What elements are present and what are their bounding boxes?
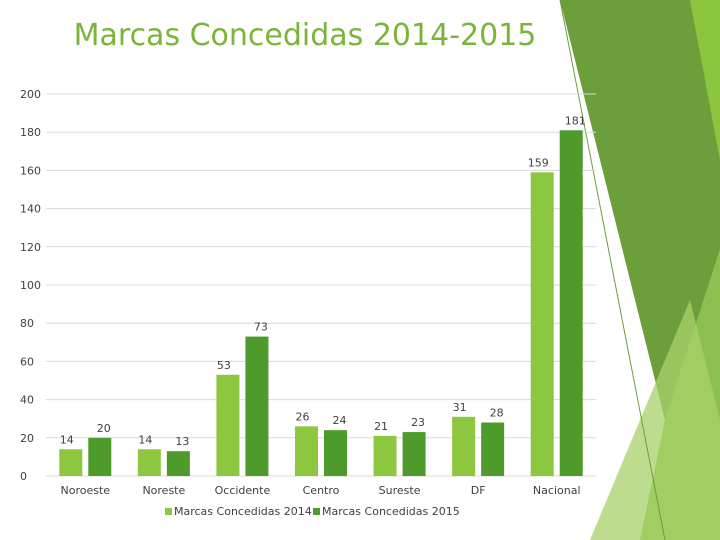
y-tick-label: 180 — [20, 126, 41, 139]
y-tick-label: 80 — [20, 317, 34, 330]
bar-2015 — [324, 430, 347, 476]
bar-2014 — [452, 416, 476, 476]
x-tick-label: Noroeste — [61, 484, 111, 497]
decor-line — [559, 0, 666, 540]
y-axis-tick-labels: 0 20 40 60 80 100 120 140 160 180 200 — [20, 88, 41, 483]
legend: Marcas Concedidas 2014 Marcas Concedidas … — [165, 505, 460, 518]
data-label: 53 — [217, 359, 231, 372]
y-tick-label: 100 — [20, 279, 41, 292]
data-label: 13 — [175, 435, 189, 448]
y-tick-label: 60 — [20, 355, 34, 368]
data-label: 73 — [254, 321, 268, 334]
x-tick-label: Occidente — [215, 484, 271, 497]
x-tick-label: Sureste — [379, 484, 421, 497]
y-tick-label: 120 — [20, 241, 41, 254]
data-label: 181 — [565, 114, 586, 127]
data-label: 14 — [138, 433, 152, 446]
x-tick-label: Noreste — [142, 484, 185, 497]
data-label: 21 — [374, 420, 388, 433]
bar-2015 — [402, 432, 426, 476]
y-tick-label: 40 — [20, 394, 34, 407]
decor-dark-facet — [560, 0, 720, 420]
decor-light-facet — [590, 300, 720, 540]
data-label: 159 — [528, 156, 549, 169]
x-tick-label: DF — [471, 484, 486, 497]
x-axis-tick-labels: Noroeste Noreste Occidente Centro Sureste DF N… — [61, 484, 581, 497]
data-label: 20 — [97, 422, 111, 435]
y-tick-label: 20 — [20, 432, 34, 445]
data-label: 24 — [333, 414, 347, 427]
data-label: 31 — [453, 401, 467, 414]
bar-2015 — [559, 130, 583, 477]
legend-label: Marcas Concedidas 2015 — [322, 505, 460, 518]
bar-2014 — [295, 426, 318, 476]
bars — [59, 130, 583, 477]
bar-2015 — [245, 336, 269, 476]
y-tick-label: 0 — [20, 470, 27, 483]
data-labels: 14 20 14 13 53 73 26 24 21 23 31 28 159 181 — [60, 114, 586, 448]
chart-title: Marcas Concedidas 2014-2015 — [73, 18, 537, 53]
data-label: 14 — [60, 433, 74, 446]
legend-label: Marcas Concedidas 2014 — [174, 505, 312, 518]
bar-2014 — [216, 374, 240, 476]
bar-2015 — [166, 451, 190, 476]
legend-swatch — [165, 508, 172, 515]
bar-2014 — [373, 435, 397, 476]
gridlines — [46, 93, 596, 477]
bar-2014 — [59, 449, 83, 476]
y-tick-label: 200 — [20, 88, 41, 101]
data-label: 23 — [411, 416, 425, 429]
data-label: 28 — [490, 407, 504, 420]
x-tick-label: Centro — [303, 484, 340, 497]
bar-2015 — [481, 422, 505, 476]
decor-bright-facet — [690, 0, 720, 160]
bar-2014 — [137, 449, 161, 476]
legend-swatch — [313, 508, 320, 515]
bar-2014 — [530, 172, 554, 476]
y-tick-label: 140 — [20, 203, 41, 216]
y-tick-label: 160 — [20, 164, 41, 177]
x-tick-label: Nacional — [533, 484, 581, 497]
bar-2015 — [88, 437, 112, 476]
data-label: 26 — [296, 410, 310, 423]
